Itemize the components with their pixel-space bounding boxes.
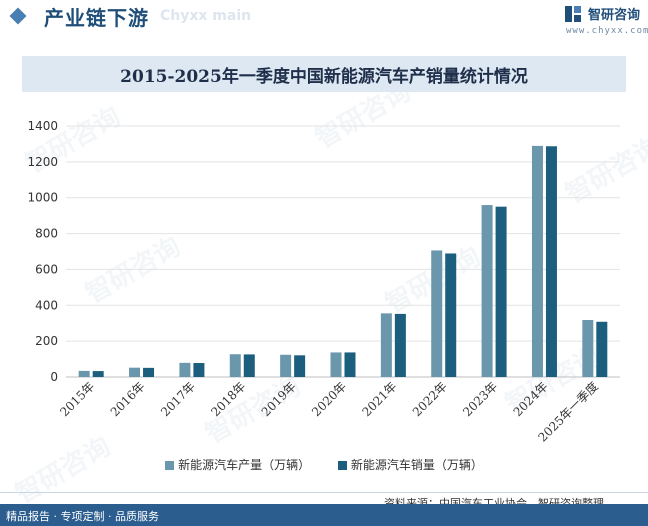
section-title: 产业链下游 — [44, 6, 149, 30]
y-tick-label: 600 — [35, 262, 58, 276]
bar-production — [380, 313, 392, 377]
x-tick-label: 2017年 — [158, 379, 198, 419]
bar-production — [179, 362, 191, 377]
footer-divider — [0, 492, 648, 493]
bar-sales — [394, 313, 406, 377]
x-tick-label: 2018年 — [208, 379, 248, 419]
y-tick-label: 1400 — [27, 119, 58, 133]
x-tick-label: 2022年 — [410, 379, 450, 419]
logo-url: www.chyxx.com — [566, 26, 648, 36]
logo-text: 智研咨询 — [588, 8, 641, 23]
x-tick-label: 2016年 — [108, 379, 148, 419]
bar-production — [582, 319, 594, 377]
legend-item-production: 新能源汽车产量（万辆） — [165, 456, 310, 473]
legend-item-sales: 新能源汽车销量（万辆） — [337, 456, 483, 473]
header: 产业链下游 Chyxx main 智研咨询 www.chyxx.com — [0, 0, 648, 36]
bar-sales — [294, 355, 306, 377]
bar-sales — [243, 354, 255, 377]
bar-sales — [344, 352, 356, 377]
bar-production — [78, 370, 90, 377]
legend-label-production: 新能源汽车产量（万辆） — [178, 458, 311, 472]
bar-production — [229, 354, 241, 377]
bar-production — [481, 205, 493, 377]
y-tick-label: 1000 — [27, 191, 58, 205]
y-tick-label: 1200 — [27, 155, 58, 169]
bar-sales — [445, 253, 457, 377]
footer-bar: 精品报告 · 专项定制 · 品质服务 — [0, 504, 648, 526]
header-watermark: Chyxx main — [160, 8, 252, 24]
chart-title: 2015-2025年一季度中国新能源汽车产销量统计情况 — [120, 67, 528, 87]
bar-sales — [545, 146, 557, 377]
y-tick-label: 200 — [35, 334, 58, 348]
bar-sales — [92, 371, 104, 377]
logo-icon — [565, 6, 581, 22]
chart-title-bar: 2015-2025年一季度中国新能源汽车产销量统计情况 — [22, 56, 626, 92]
x-tick-label: 2021年 — [360, 379, 400, 419]
y-tick-label: 0 — [50, 370, 58, 384]
footer-slogan: 精品报告 · 专项定制 · 品质服务 — [6, 510, 159, 523]
bar-sales — [143, 367, 155, 377]
bar-sales — [596, 321, 608, 377]
bar-sales — [495, 206, 507, 377]
x-tick-label: 2020年 — [309, 379, 349, 419]
bar-sales — [193, 363, 205, 377]
bar-production — [431, 250, 443, 377]
legend-swatch-production — [165, 461, 175, 470]
x-tick-label: 2023年 — [460, 379, 500, 419]
y-tick-label: 800 — [35, 227, 58, 241]
y-tick-label: 400 — [35, 298, 58, 312]
bar-production — [531, 145, 543, 377]
bar-chart: 0 200 400 600 800 1000 1200 1400 2015年 2016年 2017年… — [27, 119, 620, 445]
legend-label-sales: 新能源汽车销量（万辆） — [350, 458, 483, 472]
legend-swatch-sales — [337, 461, 347, 470]
x-tick-label: 2019年 — [259, 379, 299, 419]
bar-production — [330, 352, 342, 377]
legend: 新能源汽车产量（万辆） 新能源汽车销量（万辆） — [0, 456, 648, 473]
x-tick-label: 2024年 — [511, 379, 551, 419]
bar-production — [280, 354, 292, 377]
x-tick-label: 2015年 — [57, 379, 97, 419]
bar-production — [129, 367, 141, 377]
